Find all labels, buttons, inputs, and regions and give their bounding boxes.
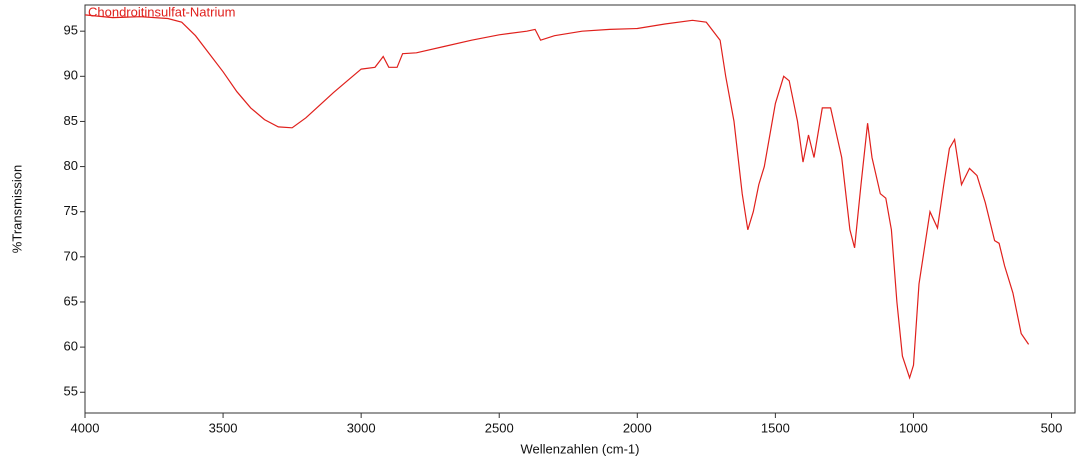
x-tick-label: 2500 (485, 420, 514, 435)
plot-frame (84, 4, 1076, 414)
y-tick-label: 75 (64, 203, 78, 218)
x-tick-label: 3500 (209, 420, 238, 435)
x-tick-label: 4000 (71, 420, 100, 435)
y-tick-label: 85 (64, 113, 78, 128)
y-tick-label: 70 (64, 248, 78, 263)
y-axis-label: %Transmission (9, 165, 24, 253)
x-tick-label: 500 (1041, 420, 1063, 435)
y-tick-label: 80 (64, 158, 78, 173)
y-tick-label: 95 (64, 23, 78, 38)
chart-title: Chondroitinsulfat-Natrium (88, 4, 235, 19)
x-tick-label: 3000 (347, 420, 376, 435)
spectrum-line (84, 14, 1030, 380)
x-tick-label: 1000 (899, 420, 928, 435)
x-tick-label: 2000 (623, 420, 652, 435)
x-axis-label: Wellenzahlen (cm-1) (521, 441, 640, 456)
y-tick-label: 55 (64, 384, 78, 399)
y-tick-label: 60 (64, 339, 78, 354)
x-tick-label: 1500 (761, 420, 790, 435)
y-tick-label: 65 (64, 293, 78, 308)
y-tick-label: 90 (64, 68, 78, 83)
